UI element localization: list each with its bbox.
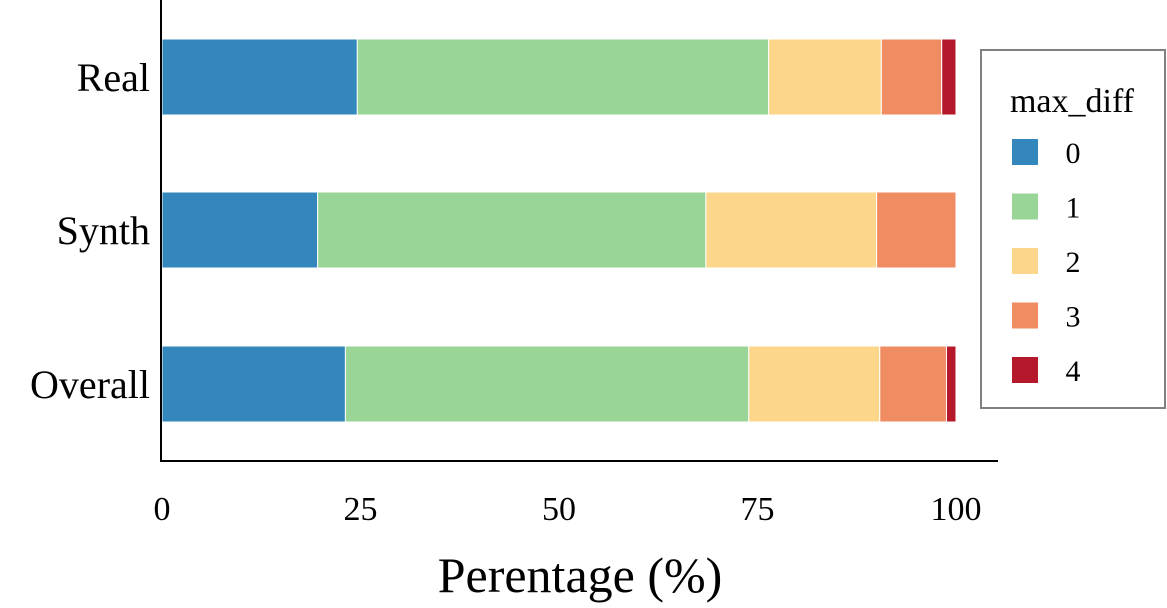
bar-segment-overall-4 [945,345,957,423]
x-axis-title: Perentage (%) [438,547,723,603]
legend-swatch-3 [1012,302,1038,329]
x-tick-label: 75 [741,491,775,528]
x-tick-label: 0 [154,491,171,528]
x-tick-label: 50 [542,491,576,528]
bar-segment-synth-3 [876,191,957,269]
axes [160,0,998,462]
category-labels: Real Synth Overall [30,55,150,407]
legend-swatch-2 [1012,248,1038,274]
legend-label-4: 4 [1066,355,1081,388]
legend-label-0: 0 [1066,137,1081,170]
bar-segment-real-0 [161,38,358,116]
legend-label-3: 3 [1066,301,1081,334]
bar-segment-synth-2 [705,191,878,269]
category-label-synth: Synth [57,208,150,253]
bar-segment-real-3 [880,38,943,116]
legend-label-1: 1 [1066,192,1081,225]
x-tick-label: 100 [931,491,982,528]
legend-items: 0 1 2 3 4 [1012,137,1081,388]
bar-segment-overall-1 [344,345,750,423]
legend-title: max_diff [1010,83,1135,120]
legend-swatch-4 [1012,357,1038,383]
bar-segment-real-4 [941,38,957,116]
bar-segment-real-2 [768,38,882,116]
bar-segment-synth-1 [317,191,707,269]
legend-swatch-0 [1012,139,1038,165]
x-tick-labels: 0 25 50 75 100 [154,491,982,528]
category-label-overall: Overall [30,362,150,407]
bar-segment-overall-2 [748,345,881,423]
bars-layer [161,38,957,423]
bar-segment-synth-0 [161,191,319,269]
legend-swatch-1 [1012,193,1038,220]
legend-box [980,49,1166,409]
bar-segment-overall-3 [879,345,947,423]
bar-segment-overall-0 [161,345,346,423]
category-label-real: Real [77,55,150,100]
legend: max_diff 0 1 2 3 4 [980,49,1166,409]
x-tick-label: 25 [344,491,378,528]
bar-segment-real-1 [356,38,770,116]
legend-label-2: 2 [1066,246,1081,279]
